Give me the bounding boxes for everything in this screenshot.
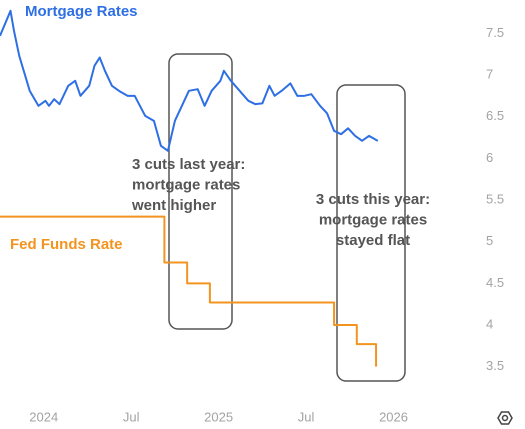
y-tick-label: 7 [486,66,493,81]
y-tick-label: 7.5 [486,25,504,40]
annotation: mortgage rates [132,176,240,193]
x-tick-label: 2025 [204,409,233,424]
annotation: 3 cuts last year: [132,156,245,173]
icon-center [501,414,509,422]
y-tick-label: 4.5 [486,275,504,290]
x-tick-label: 2024 [29,409,58,424]
series-label: Mortgage Rates [25,3,138,20]
highlight-box [336,84,406,382]
y-tick-label: 5 [486,233,493,248]
y-tick-label: 5.5 [486,191,504,206]
y-tick-label: 6 [486,150,493,165]
annotation: mortgage rates [319,211,427,228]
series-label: Fed Funds Rate [10,236,123,253]
y-tick-label: 3.5 [486,358,504,373]
y-tick-label: 4 [486,316,493,331]
annotation: 3 cuts this year: [316,191,430,208]
settings-icon[interactable] [497,411,513,425]
x-tick-label: Jul [298,409,315,424]
annotation: stayed flat [336,232,410,249]
y-tick-label: 6.5 [486,108,504,123]
annotation: went higher [131,197,216,214]
x-tick-label: 2026 [379,409,408,424]
icon-hexagon [497,411,513,425]
series-line [0,215,378,367]
highlight-box [168,53,233,330]
series-line [0,9,379,152]
x-tick-label: Jul [123,409,140,424]
